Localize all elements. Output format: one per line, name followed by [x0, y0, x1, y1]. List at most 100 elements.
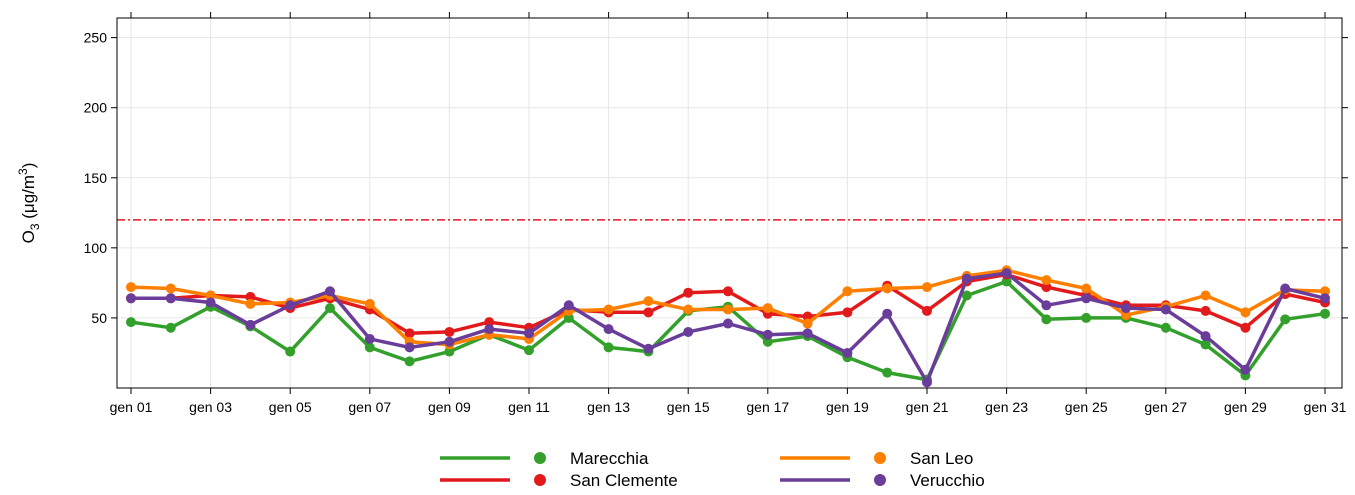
point [1001, 268, 1012, 279]
point [643, 307, 654, 318]
point [1240, 364, 1251, 375]
point [1081, 293, 1092, 304]
legend-label: San Clemente [570, 471, 678, 490]
point [126, 282, 136, 293]
legend-label: Marecchia [570, 449, 649, 468]
point [603, 304, 614, 315]
x-tick-label: gen 19 [826, 399, 869, 415]
point [364, 298, 375, 309]
point [563, 312, 574, 323]
point [1041, 300, 1052, 311]
point [1121, 310, 1131, 321]
point [643, 296, 654, 307]
y-label-sup: 3 [16, 168, 30, 175]
point [802, 311, 813, 322]
point [444, 346, 455, 357]
point [922, 282, 932, 293]
point [1320, 286, 1330, 297]
point [683, 326, 694, 337]
y-label-sub: 3 [28, 223, 42, 230]
point [484, 324, 495, 335]
point [1041, 282, 1052, 293]
point [404, 356, 415, 367]
x-tick-label: gen 21 [906, 399, 949, 415]
point [1200, 290, 1211, 301]
point [1081, 312, 1092, 323]
point [961, 290, 972, 301]
x-tick-label: gen 03 [189, 399, 232, 415]
point [285, 300, 296, 311]
point [762, 329, 773, 340]
y-tick-label: 50 [91, 310, 107, 326]
y-label-mid: (μg/m [19, 175, 38, 224]
point [1160, 322, 1171, 333]
point [325, 286, 335, 297]
point [1121, 303, 1131, 314]
y-tick-label: 250 [84, 30, 108, 46]
y-label-base: O [19, 230, 38, 243]
point [961, 273, 972, 284]
point [1081, 283, 1092, 294]
point [762, 303, 773, 314]
legend-label: Verucchio [910, 471, 985, 490]
point [165, 293, 176, 304]
legend-dot [534, 452, 546, 464]
point [563, 300, 574, 311]
point [842, 307, 853, 318]
legend-dot [874, 474, 886, 486]
legend-dot [874, 452, 886, 464]
point [882, 308, 893, 319]
point [922, 305, 932, 316]
point [1041, 314, 1052, 325]
point [1240, 322, 1251, 333]
y-axis-title: O3 (μg/m3) [16, 163, 42, 244]
legend-dot [534, 474, 546, 486]
x-tick-label: gen 07 [348, 399, 391, 415]
plot-frame [116, 17, 1343, 389]
x-tick-label: gen 11 [508, 399, 550, 415]
point [922, 377, 932, 388]
point [643, 343, 654, 354]
x-tick-label: gen 09 [428, 399, 471, 415]
point [762, 336, 773, 347]
x-tick-label: gen 29 [1224, 399, 1267, 415]
legend-label: San Leo [910, 449, 973, 468]
point [484, 317, 495, 328]
point [683, 287, 694, 298]
point [683, 304, 694, 315]
point [165, 283, 176, 294]
point [802, 318, 813, 329]
point [603, 324, 614, 335]
point [603, 342, 614, 353]
point [325, 303, 335, 314]
point [404, 342, 415, 353]
x-tick-label: gen 05 [269, 399, 312, 415]
x-tick-label: gen 17 [746, 399, 789, 415]
point [126, 317, 136, 328]
x-tick-label: gen 13 [587, 399, 630, 415]
point [126, 293, 136, 304]
point [1001, 276, 1012, 287]
point [1320, 293, 1330, 304]
point [723, 318, 733, 329]
point [245, 319, 256, 330]
y-tick-label: 200 [84, 100, 108, 116]
point [205, 297, 216, 308]
point [285, 346, 296, 357]
point [1041, 275, 1052, 286]
y-label-end: ) [19, 163, 38, 169]
point [364, 333, 375, 344]
point [1240, 307, 1251, 318]
x-tick-label: gen 01 [110, 399, 153, 415]
point [524, 328, 534, 339]
point [245, 291, 256, 302]
point [882, 367, 893, 378]
point [842, 286, 853, 297]
point [842, 347, 853, 358]
point [524, 345, 534, 356]
point [1200, 331, 1211, 342]
point [1200, 339, 1211, 350]
point [1320, 308, 1330, 319]
point [1280, 283, 1291, 294]
